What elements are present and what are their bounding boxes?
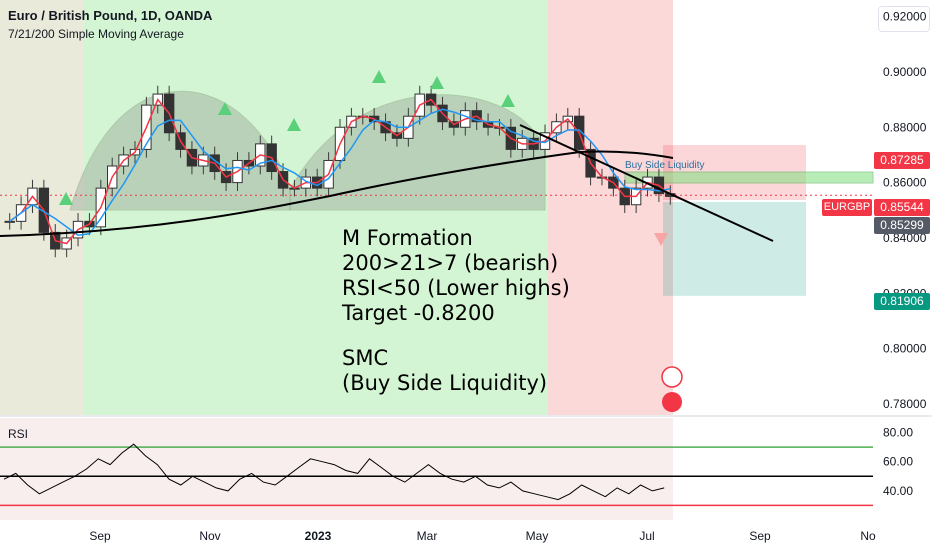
price-tag-target: 0.81906 (874, 293, 930, 310)
x-tick-label-3: Mar (417, 529, 438, 543)
rsi-y-tick-1: 60.00 (883, 455, 913, 469)
indicator-legend: 7/21/200 Simple Moving Average (8, 27, 184, 41)
signal-down-triangle (654, 233, 668, 246)
sma-21-line (9, 108, 671, 236)
bear-regime-band (548, 0, 673, 415)
x-tick-label-4: May (526, 529, 549, 543)
note-line-4: Target -0.8200 (342, 301, 495, 325)
flash-icon (661, 366, 683, 388)
event-icon (662, 392, 682, 412)
x-tick-label-0: Sep (89, 529, 111, 543)
note-line-1: M Formation (342, 226, 473, 250)
x-tick-label-6: Sep (749, 529, 771, 543)
signal-up-triangle (372, 70, 386, 83)
signal-up-triangle (501, 94, 515, 107)
rsi-y-tick-0: 80.00 (883, 426, 913, 440)
sma-200-line (0, 150, 674, 237)
signal-up-triangle (287, 118, 301, 131)
note-line-5: SMC (342, 346, 389, 370)
rsi-band (0, 418, 673, 520)
rsi-title: RSI (8, 427, 29, 441)
chart-title: Euro / British Pound, 1D, OANDA (8, 8, 213, 23)
x-tick-label-1: Nov (199, 529, 220, 543)
note-line-6: (Buy Side Liquidity) (342, 371, 548, 395)
target-zone (663, 201, 806, 296)
y-tick-label-6: 0.80000 (883, 342, 927, 356)
y-tick-label-3: 0.86000 (883, 176, 927, 190)
descending-trendline (519, 124, 774, 242)
zone-label: Buy Side Liquidity (625, 160, 705, 171)
rsi-y-tick-2: 40.00 (883, 484, 913, 498)
signal-up-triangle (218, 102, 232, 115)
note-line-2: 200>21>7 (bearish) (342, 251, 559, 275)
toolbar-button[interactable] (878, 6, 930, 32)
y-tick-label-0: 0.92000 (883, 10, 927, 24)
x-tick-label-7: No (860, 529, 876, 543)
y-tick-label-1: 0.90000 (883, 65, 927, 79)
price-tag-entry: 0.85299 (874, 217, 930, 234)
sma-7-line (9, 98, 671, 245)
rsi-line (3, 443, 665, 501)
symbol-tag: EURGBP (822, 199, 872, 216)
x-tick-label-2: 2023 (305, 529, 332, 543)
x-tick-label-5: Jul (639, 529, 654, 543)
y-tick-label-2: 0.88000 (883, 120, 927, 134)
note-line-3: RSI<50 (Lower highs) (342, 276, 570, 300)
candle-body (4, 220, 15, 223)
y-tick-label-4: 0.84000 (883, 231, 927, 245)
signal-up-triangle (59, 192, 73, 205)
buy-side-liquidity-zone (624, 171, 874, 184)
price-tag-upper: 0.87285 (874, 152, 930, 169)
signal-up-triangle (430, 76, 444, 89)
price-tag-current: 0.85544 (874, 199, 930, 216)
y-tick-label-7: 0.78000 (883, 397, 927, 411)
